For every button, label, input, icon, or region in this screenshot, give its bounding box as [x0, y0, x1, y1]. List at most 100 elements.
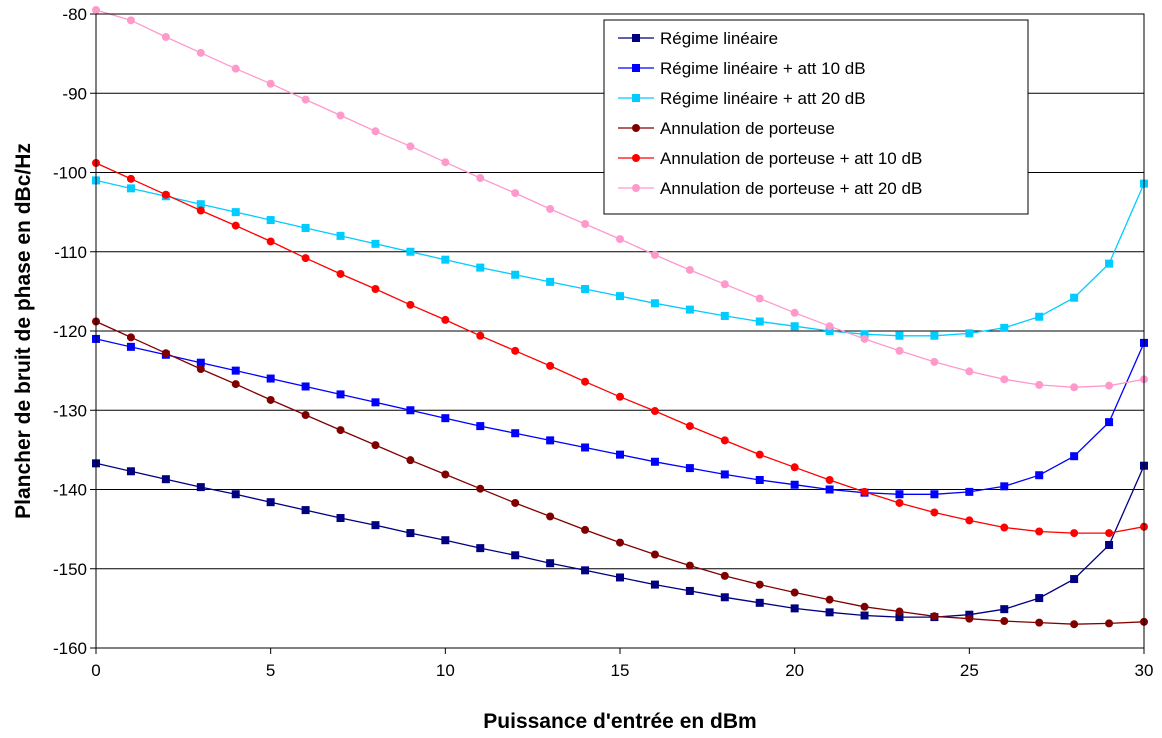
data-point [720, 571, 729, 580]
data-point [196, 358, 205, 367]
data-point [1070, 452, 1079, 461]
data-point [546, 361, 555, 370]
data-point [301, 506, 310, 515]
series-2 [92, 334, 1148, 499]
data-point [161, 475, 170, 484]
legend-swatch-marker [632, 94, 640, 102]
data-point [1070, 529, 1079, 538]
data-point [1105, 259, 1114, 268]
data-point [161, 190, 170, 199]
data-point [406, 142, 415, 151]
data-point [581, 443, 590, 452]
series-line [95, 162, 1145, 534]
data-point [755, 450, 764, 459]
data-point [965, 614, 974, 623]
data-point [546, 512, 555, 521]
data-point [930, 508, 939, 517]
y-tick-label: -130 [53, 401, 87, 420]
data-point [336, 426, 345, 435]
data-point [720, 436, 729, 445]
data-point [441, 315, 450, 324]
x-axis-title: Puissance d'entrée en dBm [483, 710, 756, 733]
data-point [755, 294, 764, 303]
data-point [930, 490, 939, 499]
data-point [336, 514, 345, 523]
data-point [266, 237, 275, 246]
data-point [301, 95, 310, 104]
data-point [860, 611, 869, 620]
data-point [441, 158, 450, 167]
data-point [406, 247, 415, 256]
data-point [895, 490, 904, 499]
data-point [1070, 383, 1079, 392]
data-point [301, 254, 310, 263]
data-point [825, 608, 834, 617]
data-point [1105, 418, 1114, 427]
data-point [616, 450, 624, 459]
series-4 [92, 317, 1148, 629]
data-point [266, 395, 275, 404]
data-point [1105, 381, 1114, 390]
data-point [161, 349, 170, 358]
data-point [930, 357, 939, 366]
data-point [1035, 594, 1044, 603]
data-point [336, 390, 345, 399]
data-point [371, 127, 380, 136]
x-tick-label: 0 [91, 661, 100, 680]
data-point [441, 470, 450, 479]
data-point [790, 308, 799, 317]
data-point [895, 331, 904, 340]
data-point [930, 612, 939, 621]
data-point [1070, 575, 1079, 584]
data-point [650, 299, 659, 308]
data-point [860, 330, 869, 339]
x-tick-label: 10 [436, 661, 455, 680]
data-point [336, 269, 345, 278]
data-point [581, 377, 590, 386]
data-point [650, 457, 659, 466]
data-point [1000, 482, 1009, 491]
data-point [650, 407, 659, 416]
data-point [825, 485, 834, 494]
data-point [930, 331, 939, 340]
data-point [196, 48, 205, 57]
y-tick-label: -140 [53, 481, 87, 500]
data-point [616, 538, 624, 547]
data-point [825, 475, 834, 484]
data-point [126, 342, 135, 351]
data-point [476, 331, 485, 340]
data-point [406, 456, 415, 465]
data-point [616, 292, 624, 301]
data-point [301, 382, 310, 391]
data-point [231, 208, 240, 217]
legend-item: Annulation de porteuse + att 10 dB [618, 149, 922, 168]
data-point [685, 464, 694, 473]
legend-label: Régime linéaire [660, 29, 778, 48]
data-point [685, 561, 694, 570]
data-point [126, 16, 135, 25]
data-point [1000, 375, 1009, 384]
data-point [790, 604, 799, 613]
legend-item: Annulation de porteuse [618, 119, 835, 138]
data-point [546, 559, 555, 568]
data-point [336, 111, 345, 120]
data-point [196, 200, 205, 209]
data-point [371, 441, 380, 450]
data-point [825, 595, 834, 604]
data-point [441, 255, 450, 264]
data-point [825, 322, 834, 331]
data-point [231, 366, 240, 375]
data-point [895, 607, 904, 616]
data-point [685, 422, 694, 431]
legend-swatch-marker [632, 64, 640, 72]
data-point [1000, 523, 1009, 532]
data-point [476, 544, 485, 553]
data-point [1000, 323, 1009, 332]
x-tick-label: 15 [611, 661, 630, 680]
series-5 [92, 158, 1148, 538]
data-point [476, 174, 485, 183]
data-point [1105, 540, 1114, 549]
plot-area-border [95, 13, 1145, 649]
x-tick-label: 25 [960, 661, 979, 680]
